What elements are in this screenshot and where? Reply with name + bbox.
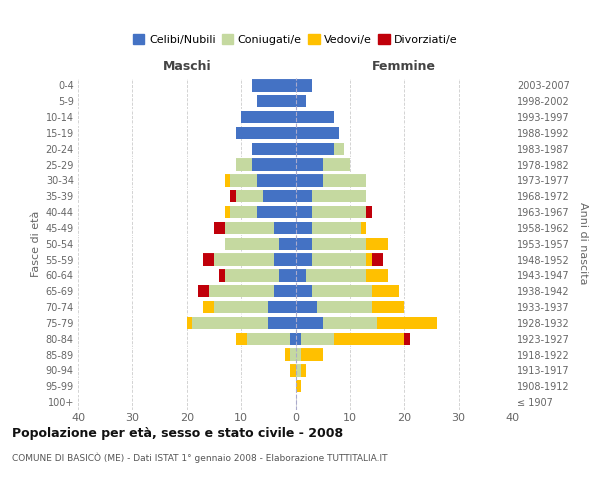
Bar	[268, 301, 296, 314]
Bar	[230, 190, 236, 202]
Bar	[296, 364, 301, 376]
Bar	[377, 316, 437, 329]
Bar	[366, 206, 371, 218]
Bar	[284, 348, 290, 361]
Bar	[296, 348, 301, 361]
Bar	[214, 222, 225, 234]
Bar	[371, 285, 399, 298]
Bar	[301, 332, 334, 345]
Bar	[296, 269, 307, 281]
Bar	[317, 301, 371, 314]
Bar	[225, 238, 279, 250]
Bar	[290, 348, 296, 361]
Text: Maschi: Maschi	[163, 60, 211, 72]
Bar	[371, 301, 404, 314]
Bar	[296, 174, 323, 186]
Text: COMUNE DI BASICÒ (ME) - Dati ISTAT 1° gennaio 2008 - Elaborazione TUTTITALIA.IT: COMUNE DI BASICÒ (ME) - Dati ISTAT 1° ge…	[12, 452, 388, 463]
Bar	[301, 364, 307, 376]
Bar	[279, 238, 296, 250]
Bar	[230, 174, 257, 186]
Bar	[236, 190, 263, 202]
Bar	[257, 174, 296, 186]
Bar	[290, 332, 296, 345]
Bar	[257, 206, 296, 218]
Text: Popolazione per età, sesso e stato civile - 2008: Popolazione per età, sesso e stato civil…	[12, 428, 343, 440]
Text: Femmine: Femmine	[372, 60, 436, 72]
Bar	[274, 222, 296, 234]
Bar	[296, 301, 317, 314]
Bar	[296, 158, 323, 171]
Y-axis label: Anni di nascita: Anni di nascita	[578, 202, 589, 285]
Bar	[296, 190, 312, 202]
Bar	[323, 316, 377, 329]
Bar	[334, 142, 344, 155]
Bar	[268, 316, 296, 329]
Bar	[236, 126, 296, 139]
Bar	[252, 142, 296, 155]
Bar	[312, 254, 366, 266]
Bar	[312, 222, 361, 234]
Bar	[296, 126, 339, 139]
Bar	[225, 222, 274, 234]
Bar	[404, 332, 410, 345]
Bar	[366, 269, 388, 281]
Bar	[279, 269, 296, 281]
Bar	[197, 285, 209, 298]
Bar	[274, 254, 296, 266]
Bar	[257, 95, 296, 108]
Bar	[296, 285, 312, 298]
Bar	[296, 95, 307, 108]
Bar	[312, 285, 371, 298]
Bar	[209, 285, 274, 298]
Bar	[192, 316, 268, 329]
Bar	[361, 222, 366, 234]
Bar	[296, 316, 323, 329]
Bar	[203, 254, 214, 266]
Bar	[247, 332, 290, 345]
Bar	[334, 332, 404, 345]
Bar	[307, 269, 366, 281]
Bar	[296, 222, 312, 234]
Bar	[371, 254, 383, 266]
Bar	[296, 380, 301, 392]
Bar	[296, 142, 334, 155]
Bar	[323, 174, 366, 186]
Bar	[366, 238, 388, 250]
Bar	[252, 158, 296, 171]
Bar	[236, 158, 252, 171]
Bar	[296, 238, 312, 250]
Bar	[241, 111, 296, 124]
Bar	[252, 79, 296, 92]
Bar	[296, 206, 312, 218]
Bar	[214, 301, 268, 314]
Bar	[214, 254, 274, 266]
Bar	[296, 254, 312, 266]
Bar	[225, 174, 230, 186]
Legend: Celibi/Nubili, Coniugati/e, Vedovi/e, Divorziati/e: Celibi/Nubili, Coniugati/e, Vedovi/e, Di…	[129, 30, 462, 49]
Bar	[312, 190, 366, 202]
Bar	[312, 206, 366, 218]
Bar	[225, 206, 230, 218]
Bar	[296, 332, 301, 345]
Bar	[296, 111, 334, 124]
Y-axis label: Fasce di età: Fasce di età	[31, 210, 41, 277]
Bar	[301, 348, 323, 361]
Bar	[366, 254, 371, 266]
Bar	[274, 285, 296, 298]
Bar	[220, 269, 225, 281]
Bar	[296, 79, 312, 92]
Bar	[263, 190, 296, 202]
Bar	[312, 238, 366, 250]
Bar	[203, 301, 214, 314]
Bar	[290, 364, 296, 376]
Bar	[236, 332, 247, 345]
Bar	[230, 206, 257, 218]
Bar	[187, 316, 192, 329]
Bar	[323, 158, 350, 171]
Bar	[225, 269, 279, 281]
